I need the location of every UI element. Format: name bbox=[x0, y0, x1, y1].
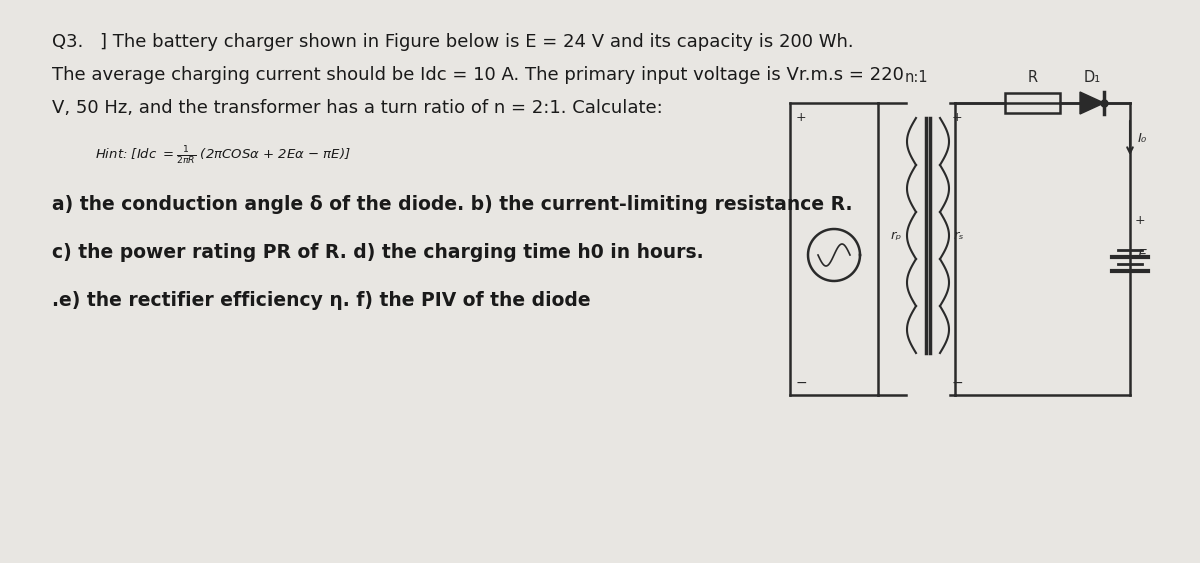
Text: +: + bbox=[1135, 214, 1146, 227]
Text: n:1: n:1 bbox=[905, 70, 929, 85]
Text: I₀: I₀ bbox=[1138, 132, 1147, 145]
Text: −: − bbox=[796, 376, 808, 390]
Text: +: + bbox=[796, 111, 806, 124]
Text: The average charging current should be Idc = 10 A. The primary input voltage is : The average charging current should be I… bbox=[52, 66, 904, 84]
Text: V, 50 Hz, and the transformer has a turn ratio of n = 2:1. Calculate:: V, 50 Hz, and the transformer has a turn… bbox=[52, 99, 662, 117]
Text: D₁: D₁ bbox=[1084, 70, 1100, 85]
Text: ] The battery charger shown in Figure below is E = 24 V and its capacity is 200 : ] The battery charger shown in Figure be… bbox=[100, 33, 853, 51]
Text: .e) the rectifier efficiency η. f) the PIV of the diode: .e) the rectifier efficiency η. f) the P… bbox=[52, 291, 590, 310]
Text: rₛ: rₛ bbox=[954, 229, 965, 242]
Text: E: E bbox=[1138, 248, 1147, 262]
Text: +: + bbox=[952, 111, 962, 124]
Text: Hint: [Idc $=\frac{1}{2\pi R}$ (2$\pi$COS$\alpha$ + 2E$\alpha$ $-$ $\pi$E)]: Hint: [Idc $=\frac{1}{2\pi R}$ (2$\pi$CO… bbox=[95, 145, 350, 167]
Bar bbox=[1006, 93, 1060, 113]
Text: a) the conduction angle δ of the diode. b) the current-limiting resistance R.: a) the conduction angle δ of the diode. … bbox=[52, 195, 852, 214]
Text: −: − bbox=[952, 376, 964, 390]
Text: Q3.: Q3. bbox=[52, 33, 83, 51]
Polygon shape bbox=[1080, 92, 1104, 114]
Text: c) the power rating PR of R. d) the charging time h0 in hours.: c) the power rating PR of R. d) the char… bbox=[52, 243, 703, 262]
Text: R: R bbox=[1027, 70, 1038, 85]
Text: rₚ: rₚ bbox=[890, 229, 902, 242]
